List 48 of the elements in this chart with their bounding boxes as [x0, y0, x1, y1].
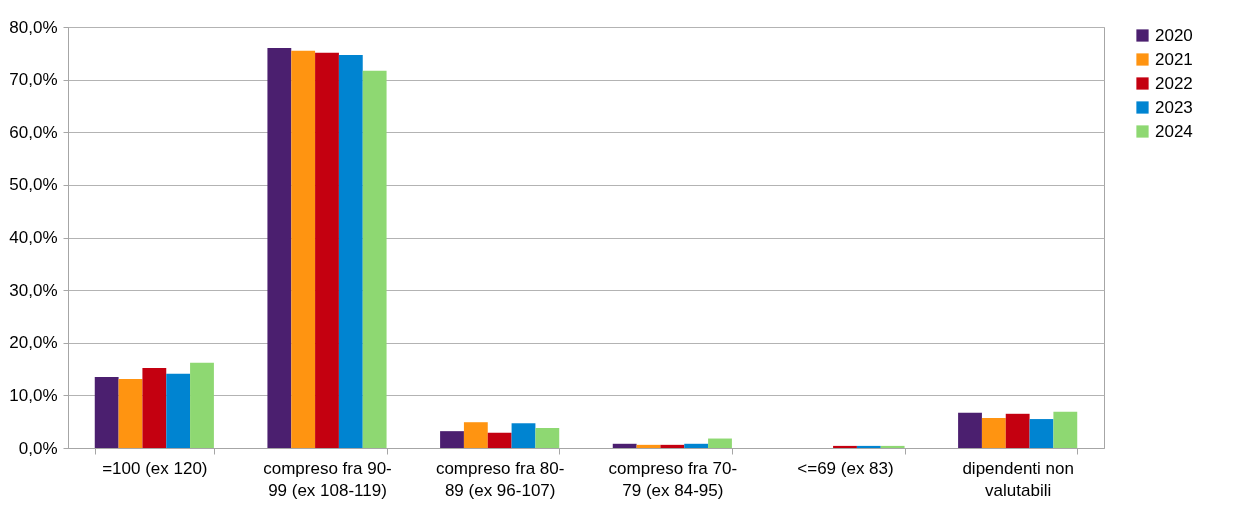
bar [660, 444, 685, 448]
bar [1053, 411, 1078, 448]
bar [636, 444, 661, 448]
bar [1029, 419, 1054, 448]
bar [981, 418, 1006, 448]
bar [362, 70, 387, 448]
x-tick-label: compreso fra 90-99 (ex 108-119) [263, 458, 392, 500]
bar [463, 422, 488, 448]
bar [535, 428, 560, 448]
y-tick-label: 10,0% [9, 385, 58, 405]
y-tick-label: 30,0% [9, 280, 58, 300]
y-tick-label: 40,0% [9, 228, 58, 247]
bar [708, 438, 732, 448]
bar [166, 373, 191, 448]
y-tick-label: 50,0% [9, 175, 58, 195]
bar [612, 443, 637, 448]
bar [118, 379, 143, 448]
bar [190, 362, 214, 448]
y-tick-label: 60,0% [9, 122, 58, 142]
bar [958, 412, 982, 448]
bar [880, 445, 905, 448]
y-tick-label: 0,0% [18, 438, 58, 458]
bar [1005, 413, 1030, 448]
bar [267, 48, 292, 448]
legend-label: 2021 [1155, 49, 1193, 69]
bar [315, 52, 339, 448]
legend-label: 2022 [1155, 73, 1193, 93]
bar [291, 50, 316, 448]
x-tick-label: =100 (ex 120) [102, 458, 208, 478]
bar [142, 368, 167, 448]
bar [487, 432, 512, 448]
bar [440, 431, 464, 448]
y-tick-label: 80,0% [9, 17, 58, 37]
bar [856, 445, 881, 448]
legend-label: 2020 [1155, 25, 1193, 45]
x-tick-label: dipendenti non valutabili [962, 458, 1074, 500]
bar [833, 445, 857, 448]
bar [511, 423, 536, 448]
legend-label: 2024 [1155, 121, 1193, 141]
bar [94, 376, 119, 448]
y-tick-label: 20,0% [9, 333, 58, 353]
x-tick-label: <=69 (ex 83) [797, 458, 894, 478]
x-tick-label: compreso fra 70-79 (ex 84-95) [608, 458, 738, 500]
bar [684, 443, 709, 448]
x-tick-label: compreso fra 80-89 (ex 96-107) [435, 458, 565, 500]
legend-label: 2023 [1155, 97, 1193, 117]
y-tick-label: 70,0% [9, 70, 58, 90]
bar [338, 54, 363, 448]
